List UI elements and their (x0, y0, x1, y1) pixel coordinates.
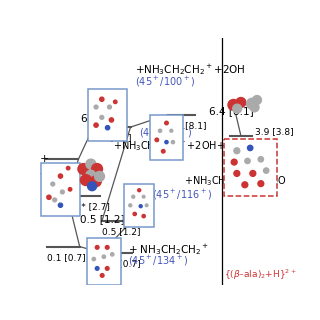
Text: (45$^+$/72$^+$): (45$^+$/72$^+$) (139, 126, 192, 140)
Circle shape (139, 205, 142, 208)
Circle shape (258, 181, 264, 187)
Text: {($\beta$–ala)$_2$+H}$^{2+}$: {($\beta$–ala)$_2$+H}$^{2+}$ (224, 268, 296, 282)
Circle shape (250, 103, 259, 112)
Circle shape (142, 196, 145, 198)
Circle shape (236, 98, 246, 108)
Text: 4.5 [5.6]: 4.5 [5.6] (46, 165, 85, 174)
Circle shape (109, 118, 114, 122)
Circle shape (250, 171, 256, 176)
Circle shape (263, 168, 269, 173)
Text: (45$^+$/100$^+$): (45$^+$/100$^+$) (135, 75, 196, 89)
Text: 0.5 [1.2]: 0.5 [1.2] (80, 214, 125, 225)
Circle shape (170, 129, 173, 132)
Circle shape (133, 212, 136, 216)
Circle shape (110, 253, 114, 256)
Circle shape (51, 182, 55, 186)
Circle shape (228, 100, 239, 110)
Bar (41, 163, 80, 216)
Text: +NH$_3$CH$_2$CH$_2$$^+$+2OH+CO: +NH$_3$CH$_2$CH$_2$$^+$+2OH+CO (113, 138, 240, 153)
Text: 6.2 [7.9]: 6.2 [7.9] (81, 114, 126, 124)
Circle shape (86, 159, 96, 169)
Text: (45$^+$/116$^+$): (45$^+$/116$^+$) (152, 188, 212, 202)
Circle shape (100, 116, 104, 119)
Text: 0.1 [0.7]: 0.1 [0.7] (47, 253, 86, 262)
Circle shape (100, 97, 104, 101)
Bar (88, 89, 127, 141)
Circle shape (86, 170, 96, 180)
Circle shape (58, 203, 63, 207)
Circle shape (105, 245, 109, 249)
Bar (124, 184, 154, 227)
Text: 6.4 [8.1]: 6.4 [8.1] (168, 121, 206, 130)
Circle shape (95, 267, 99, 270)
Text: 6.4 [8.1]: 6.4 [8.1] (209, 106, 253, 116)
Circle shape (242, 182, 248, 188)
Circle shape (162, 149, 165, 153)
Circle shape (102, 255, 106, 258)
Circle shape (165, 121, 168, 125)
Circle shape (60, 190, 64, 194)
Circle shape (94, 123, 98, 127)
Circle shape (245, 158, 250, 164)
Text: +NH$_3$CH$_2$CH$_2$$^+$+H$_2$O: +NH$_3$CH$_2$CH$_2$$^+$+H$_2$O (184, 172, 287, 188)
Text: 6.2 [7.9]: 6.2 [7.9] (93, 133, 132, 142)
Circle shape (53, 198, 57, 202)
Circle shape (233, 104, 242, 113)
Circle shape (138, 189, 141, 192)
Circle shape (247, 98, 258, 109)
Circle shape (108, 105, 111, 109)
Circle shape (231, 159, 237, 165)
Circle shape (165, 140, 168, 144)
Text: + NH$_3$CH$_2$CH$_2$$^+$: + NH$_3$CH$_2$CH$_2$$^+$ (128, 242, 209, 257)
Circle shape (47, 195, 51, 199)
Circle shape (155, 138, 159, 142)
Text: 2.1* [2.7]: 2.1* [2.7] (67, 202, 110, 211)
Circle shape (105, 267, 109, 270)
Circle shape (58, 174, 63, 178)
Text: 3.9 [3.8]: 3.9 [3.8] (254, 128, 293, 137)
Circle shape (88, 182, 97, 191)
Circle shape (92, 257, 95, 261)
Circle shape (95, 245, 99, 249)
Circle shape (258, 156, 263, 162)
Circle shape (68, 188, 72, 191)
Circle shape (94, 105, 98, 109)
Text: 0.5 [1.2]: 0.5 [1.2] (102, 227, 140, 236)
Circle shape (114, 100, 117, 104)
Circle shape (234, 171, 240, 176)
Circle shape (100, 274, 104, 277)
Text: –): –) (40, 168, 49, 178)
Text: 0.0 [0.7]: 0.0 [0.7] (102, 259, 140, 268)
Circle shape (92, 164, 102, 174)
Text: (45$^+$/134$^+$): (45$^+$/134$^+$) (128, 254, 188, 268)
Circle shape (106, 126, 110, 130)
Circle shape (90, 176, 101, 187)
Circle shape (78, 164, 89, 174)
Bar (87, 238, 121, 285)
Circle shape (129, 204, 132, 207)
Circle shape (171, 140, 174, 144)
Circle shape (158, 129, 162, 132)
Circle shape (95, 172, 104, 181)
Circle shape (80, 175, 91, 186)
Bar (224, 140, 277, 196)
Circle shape (132, 195, 135, 198)
Circle shape (234, 148, 240, 154)
Bar (150, 115, 183, 160)
Circle shape (252, 96, 261, 104)
Circle shape (67, 166, 70, 170)
Text: +NH$_3$CH$_2$CH$_2$$^+$+2OH: +NH$_3$CH$_2$CH$_2$$^+$+2OH (135, 62, 246, 77)
Circle shape (145, 204, 148, 207)
Circle shape (142, 214, 145, 218)
Circle shape (247, 145, 253, 151)
Text: +: + (40, 154, 49, 164)
